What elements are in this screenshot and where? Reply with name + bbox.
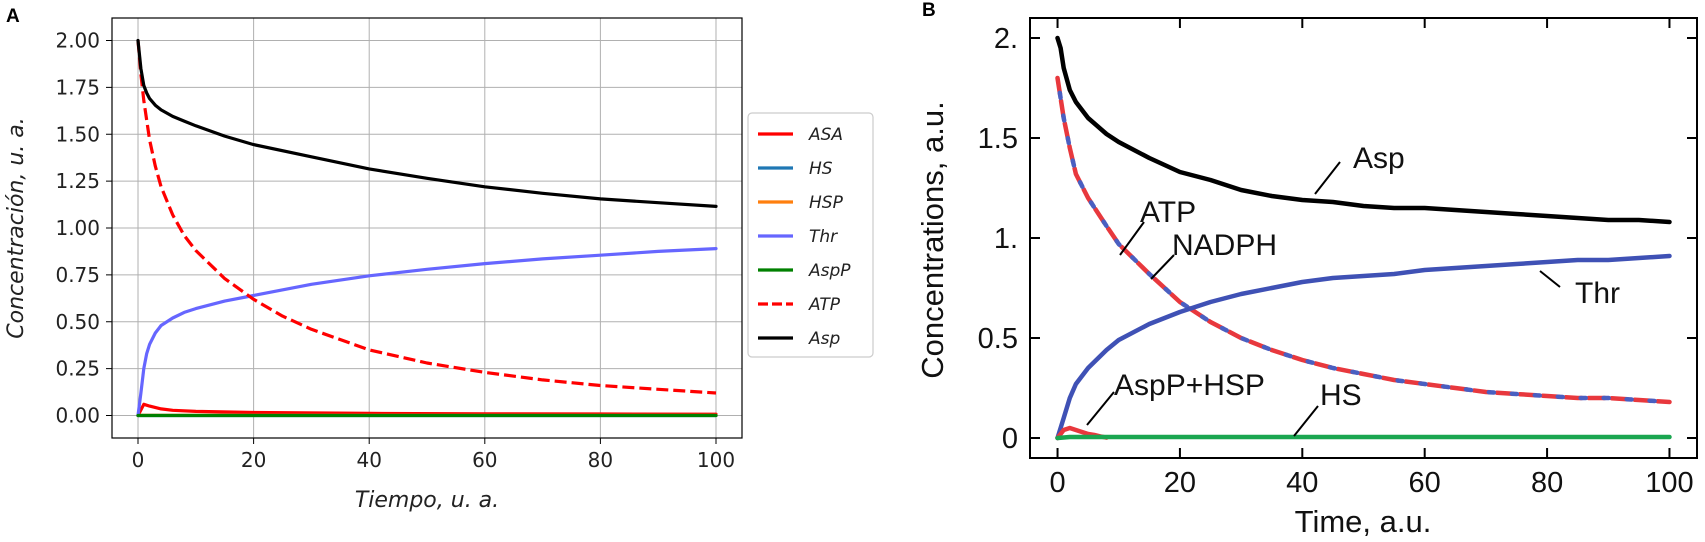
y-tick-label: 0.75 xyxy=(55,263,100,287)
series-line-asp xyxy=(1055,35,1672,225)
chart-a-grid xyxy=(112,18,742,438)
y-tick-label: 1.75 xyxy=(55,75,100,99)
y-tick-label: 2. xyxy=(994,23,1018,55)
x-tick-label: 0 xyxy=(1049,467,1065,499)
x-tick-label: 60 xyxy=(1409,467,1441,499)
annotation-thr: Thr xyxy=(1575,277,1620,310)
annotation-leader xyxy=(1086,391,1115,426)
chart-b-xlabel: Time, a.u. xyxy=(1295,504,1432,539)
annotation-leader xyxy=(1314,161,1341,195)
y-tick-label: 0 xyxy=(1002,423,1018,455)
x-tick-label: 100 xyxy=(1645,467,1693,499)
series-line-thr xyxy=(1055,253,1672,441)
y-tick-label: 1.00 xyxy=(55,216,100,240)
legend-label-atp: ATP xyxy=(808,295,841,315)
chart-a: 0 20 40 60 80 100 0.00 0.25 0.50 0.75 1.00 1.25 1.50… xyxy=(4,17,874,513)
series-line-atp xyxy=(136,40,717,395)
legend-label-thr: Thr xyxy=(809,227,838,247)
annotation-leader xyxy=(1293,405,1319,437)
y-tick-label: 0.50 xyxy=(55,310,100,334)
annotation-atp: ATP xyxy=(1140,196,1196,229)
series-line-hs xyxy=(1055,434,1672,441)
series-line-atp xyxy=(1055,75,1672,405)
series-line-thr xyxy=(136,247,718,418)
annotation-leader xyxy=(1119,221,1145,256)
chart-b-ylabel: Concentrations, a.u. xyxy=(915,101,950,378)
legend-label-asp: Asp xyxy=(808,329,840,349)
y-tick-label: 0.25 xyxy=(55,357,100,381)
annotation-leader xyxy=(1539,270,1561,288)
annotation-aspp-hsp: AspP+HSP xyxy=(1114,369,1265,402)
chart-b-ticks: 0 20 40 60 80 100 0 0.5 1. 1.5 2. xyxy=(978,18,1697,499)
legend-label-asa: ASA xyxy=(808,125,843,145)
y-tick-label: 1.25 xyxy=(55,169,100,193)
y-tick-label: 1.50 xyxy=(55,122,100,146)
x-tick-label: 100 xyxy=(697,448,735,472)
chart-a-ylabel: Concentración, u. a. xyxy=(4,117,29,339)
chart-a-lines xyxy=(136,38,718,418)
legend-label-hs: HS xyxy=(809,159,833,179)
annotation-hs: HS xyxy=(1320,379,1362,412)
legend-box xyxy=(747,112,874,358)
x-tick-label: 80 xyxy=(588,448,613,472)
annotation-nadph: NADPH xyxy=(1172,229,1277,262)
x-tick-label: 80 xyxy=(1531,467,1563,499)
chart-a-legend: ASA HS HSP Thr AspP ATP Asp xyxy=(747,112,874,358)
chart-a-ticks: 0 20 40 60 80 100 0.00 0.25 0.50 0.75 1.00 1.25 1.50… xyxy=(55,29,735,473)
x-tick-label: 20 xyxy=(1164,467,1196,499)
x-tick-label: 20 xyxy=(241,448,266,472)
y-tick-label: 0.5 xyxy=(978,323,1018,355)
panel-letter-a: A xyxy=(6,6,20,27)
y-tick-label: 0.00 xyxy=(55,404,100,428)
x-tick-label: 40 xyxy=(1286,467,1318,499)
y-tick-label: 1. xyxy=(994,223,1018,255)
series-line-nadph xyxy=(1055,75,1672,405)
chart-b-lines xyxy=(1055,35,1672,441)
x-tick-label: 60 xyxy=(472,448,497,472)
panel-letter-b: B xyxy=(922,0,936,21)
y-tick-label: 1.5 xyxy=(978,123,1018,155)
x-tick-label: 40 xyxy=(356,448,381,472)
x-tick-label: 0 xyxy=(132,448,145,472)
legend-label-aspp: AspP xyxy=(808,261,851,281)
series-line-asp xyxy=(136,38,718,208)
annotation-asp: Asp xyxy=(1353,142,1405,175)
chart-a-xlabel: Tiempo, u. a. xyxy=(355,488,499,513)
y-tick-label: 2.00 xyxy=(55,29,100,53)
legend-label-hsp: HSP xyxy=(809,193,844,213)
annotation-leader xyxy=(1150,254,1175,280)
